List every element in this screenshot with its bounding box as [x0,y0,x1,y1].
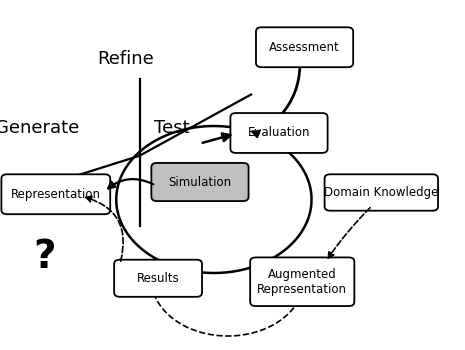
FancyBboxPatch shape [230,113,327,153]
FancyBboxPatch shape [325,174,438,211]
FancyBboxPatch shape [256,27,353,67]
Text: ?: ? [33,238,55,276]
Text: Simulation: Simulation [168,175,232,189]
FancyBboxPatch shape [151,163,248,201]
Text: Test: Test [154,119,190,137]
Text: Representation: Representation [11,188,101,201]
Text: Generate: Generate [0,119,80,137]
FancyBboxPatch shape [250,258,354,306]
Text: Assessment: Assessment [269,41,340,54]
FancyBboxPatch shape [114,260,202,297]
Text: Results: Results [137,272,179,285]
Text: Refine: Refine [97,50,154,69]
FancyBboxPatch shape [1,174,110,214]
Text: Evaluation: Evaluation [248,126,310,140]
Text: Augmented
Representation: Augmented Representation [257,268,347,296]
Text: Domain Knowledge: Domain Knowledge [324,186,438,199]
